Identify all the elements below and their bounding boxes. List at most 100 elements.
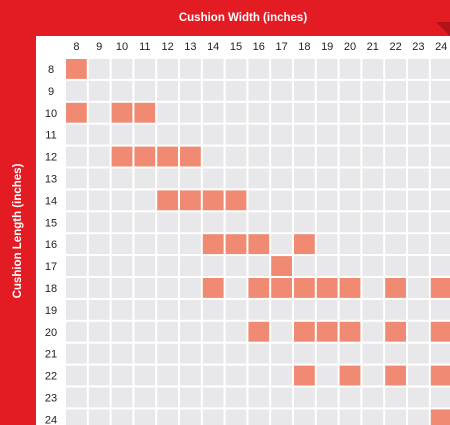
column-tick-label: 22 [389, 41, 401, 53]
empty-cell [362, 343, 384, 364]
empty-cell [294, 299, 315, 320]
empty-cell [430, 299, 450, 320]
empty-cell [271, 212, 292, 233]
empty-cell [157, 168, 178, 189]
column-tick-label: 18 [298, 41, 310, 53]
empty-cell [180, 102, 201, 123]
empty-cell [66, 146, 87, 167]
empty-cell [385, 299, 406, 320]
empty-cell [430, 59, 450, 79]
empty-cell [294, 146, 315, 167]
column-tick-label: 20 [344, 41, 356, 53]
empty-cell [316, 124, 338, 145]
empty-cell [180, 234, 201, 255]
empty-cell [248, 299, 270, 320]
empty-cell [316, 299, 338, 320]
empty-cell [430, 146, 450, 167]
empty-cell [180, 212, 201, 233]
empty-cell [385, 168, 406, 189]
column-tick-label: 16 [253, 41, 265, 53]
empty-cell [271, 102, 292, 123]
empty-cell [294, 59, 315, 79]
empty-cell [408, 146, 429, 167]
empty-cell [134, 212, 156, 233]
empty-cell [157, 102, 178, 123]
row-tick-label: 10 [45, 108, 57, 120]
empty-cell [362, 168, 384, 189]
empty-cell [316, 256, 338, 276]
empty-cell [316, 409, 338, 425]
empty-cell [362, 102, 384, 123]
empty-cell [111, 387, 133, 408]
empty-cell [180, 299, 201, 320]
empty-cell [66, 343, 87, 364]
empty-cell [157, 387, 178, 408]
row-tick-label: 17 [45, 261, 57, 273]
column-tick-label: 9 [96, 41, 102, 53]
empty-cell [202, 168, 224, 189]
empty-cell [88, 299, 110, 320]
empty-cell [225, 343, 247, 364]
column-tick-label: 8 [73, 41, 79, 53]
empty-cell [248, 190, 270, 211]
row-tick-label: 24 [45, 414, 57, 425]
empty-cell [316, 146, 338, 167]
column-tick-label: 13 [184, 41, 196, 53]
empty-cell [111, 190, 133, 211]
empty-cell [408, 59, 429, 79]
empty-cell [362, 365, 384, 386]
empty-cell [134, 124, 156, 145]
column-tick-label: 11 [139, 41, 150, 53]
empty-cell [111, 59, 133, 79]
available-size-cell [339, 278, 361, 298]
available-size-cell [294, 234, 315, 255]
empty-cell [362, 234, 384, 255]
empty-cell [408, 124, 429, 145]
row-tick-label: 13 [45, 173, 57, 185]
empty-cell [430, 212, 450, 233]
empty-cell [271, 146, 292, 167]
empty-cell [225, 321, 247, 342]
empty-cell [225, 59, 247, 79]
empty-cell [316, 102, 338, 123]
empty-cell [294, 80, 315, 101]
empty-cell [111, 343, 133, 364]
empty-cell [339, 234, 361, 255]
empty-cell [180, 321, 201, 342]
empty-cell [225, 299, 247, 320]
column-tick-label: 12 [161, 41, 173, 53]
column-tick-label: 24 [435, 41, 447, 53]
empty-cell [430, 102, 450, 123]
column-tick-label: 19 [321, 41, 333, 53]
empty-cell [157, 124, 178, 145]
empty-cell [225, 387, 247, 408]
empty-cell [180, 365, 201, 386]
available-size-cell [294, 278, 315, 298]
available-size-cell [180, 146, 201, 167]
empty-cell [225, 102, 247, 123]
row-tick-label: 8 [48, 64, 54, 76]
row-tick-label: 20 [45, 327, 57, 339]
empty-cell [134, 80, 156, 101]
empty-cell [88, 59, 110, 79]
row-tick-label: 21 [45, 349, 57, 361]
empty-cell [385, 190, 406, 211]
empty-cell [157, 256, 178, 276]
empty-cell [111, 365, 133, 386]
available-size-cell [157, 146, 178, 167]
empty-cell [271, 168, 292, 189]
empty-cell [111, 278, 133, 298]
empty-cell [316, 343, 338, 364]
empty-cell [271, 321, 292, 342]
empty-cell [225, 80, 247, 101]
empty-cell [339, 80, 361, 101]
empty-cell [294, 387, 315, 408]
column-tick-label: 23 [412, 41, 424, 53]
empty-cell [408, 80, 429, 101]
empty-cell [180, 124, 201, 145]
empty-cell [248, 387, 270, 408]
empty-cell [66, 212, 87, 233]
empty-cell [408, 321, 429, 342]
empty-cell [66, 256, 87, 276]
